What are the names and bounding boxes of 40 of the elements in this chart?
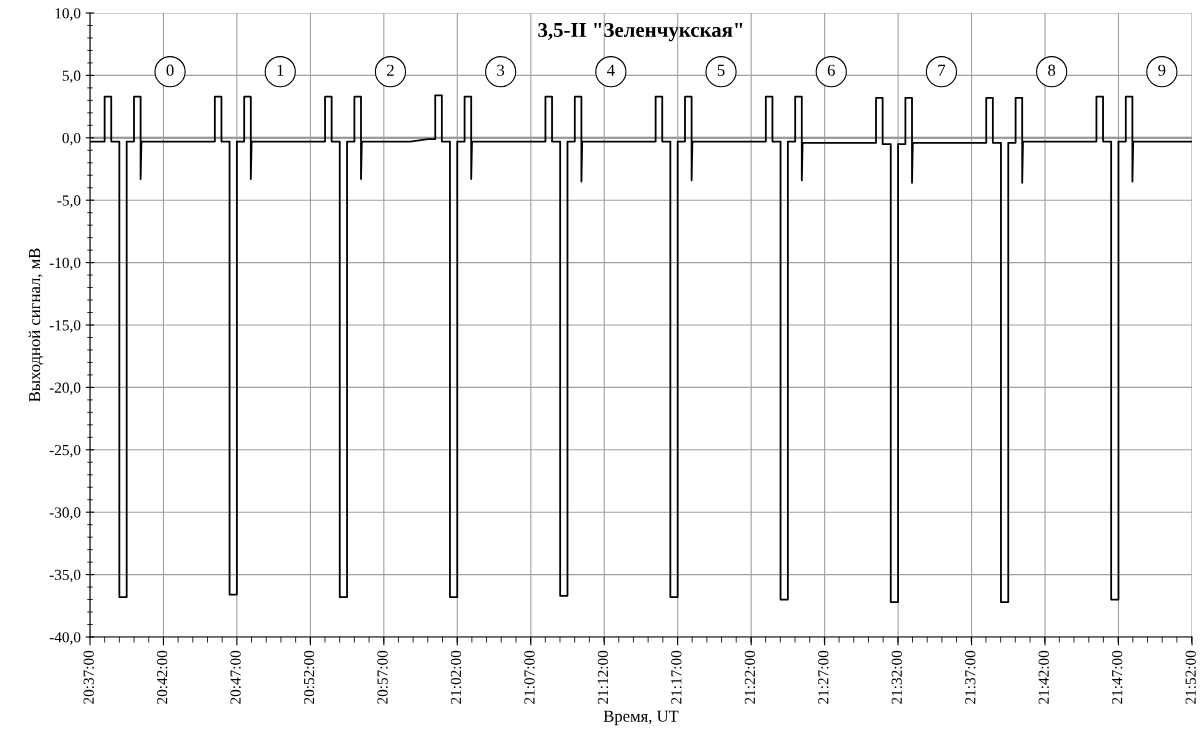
x-tick-label: 21:27:00: [818, 650, 829, 704]
x-tick-label: 20:37:00: [83, 650, 94, 704]
annotation: 1: [277, 64, 284, 76]
x-tick-label: 21:12:00: [597, 650, 609, 704]
x-tick-label: 21:52:00: [1185, 650, 1196, 704]
y-tick-label: -15,0: [49, 320, 81, 333]
y-tick-label: 10,0: [55, 8, 81, 21]
y-tick-label: 5,0: [62, 70, 81, 84]
y-tick-label: -5,0: [57, 195, 81, 208]
x-tick-label: 21:07:00: [524, 650, 535, 704]
chart-title: 3,5-II "Зеленчукская": [538, 22, 743, 42]
x-tick-label: 20:52:00: [303, 650, 315, 704]
annotation: 3: [497, 64, 505, 76]
y-tick-label: -40,0: [49, 632, 81, 645]
annotation: 5: [717, 64, 725, 76]
x-tick-label: 21:22:00: [744, 650, 756, 704]
annotation: 2: [387, 64, 394, 76]
x-tick-label: 20:47:00: [230, 650, 241, 704]
annotation: 8: [1048, 64, 1056, 76]
y-tick-label: -30,0: [49, 507, 81, 520]
annotation: 9: [1158, 64, 1166, 76]
annotation: 4: [607, 64, 615, 76]
x-tick-label: 20:42:00: [156, 650, 168, 704]
annotation: 0: [166, 64, 174, 76]
x-tick-label: 21:32:00: [891, 650, 902, 704]
y-tick-label: -20,0: [49, 382, 81, 396]
x-tick-label: 21:47:00: [1111, 650, 1123, 704]
x-tick-label: 21:42:00: [1038, 650, 1049, 704]
x-axis-title: Время, UT: [603, 710, 679, 726]
y-tick-label: -25,0: [49, 444, 81, 458]
x-tick-label: 21:37:00: [965, 650, 976, 704]
y-tick-label: 0,0: [62, 132, 81, 146]
x-tick-label: 21:02:00: [450, 650, 462, 704]
y-tick-label: -35,0: [49, 569, 81, 583]
x-tick-label: 21:17:00: [671, 650, 682, 704]
x-tick-label: 20:57:00: [377, 650, 388, 704]
y-axis-title: Выходной сигнал, мВ: [28, 248, 44, 402]
annotation: 7: [938, 64, 946, 76]
annotation: 6: [827, 64, 835, 76]
y-tick-label: -10,0: [49, 257, 81, 271]
